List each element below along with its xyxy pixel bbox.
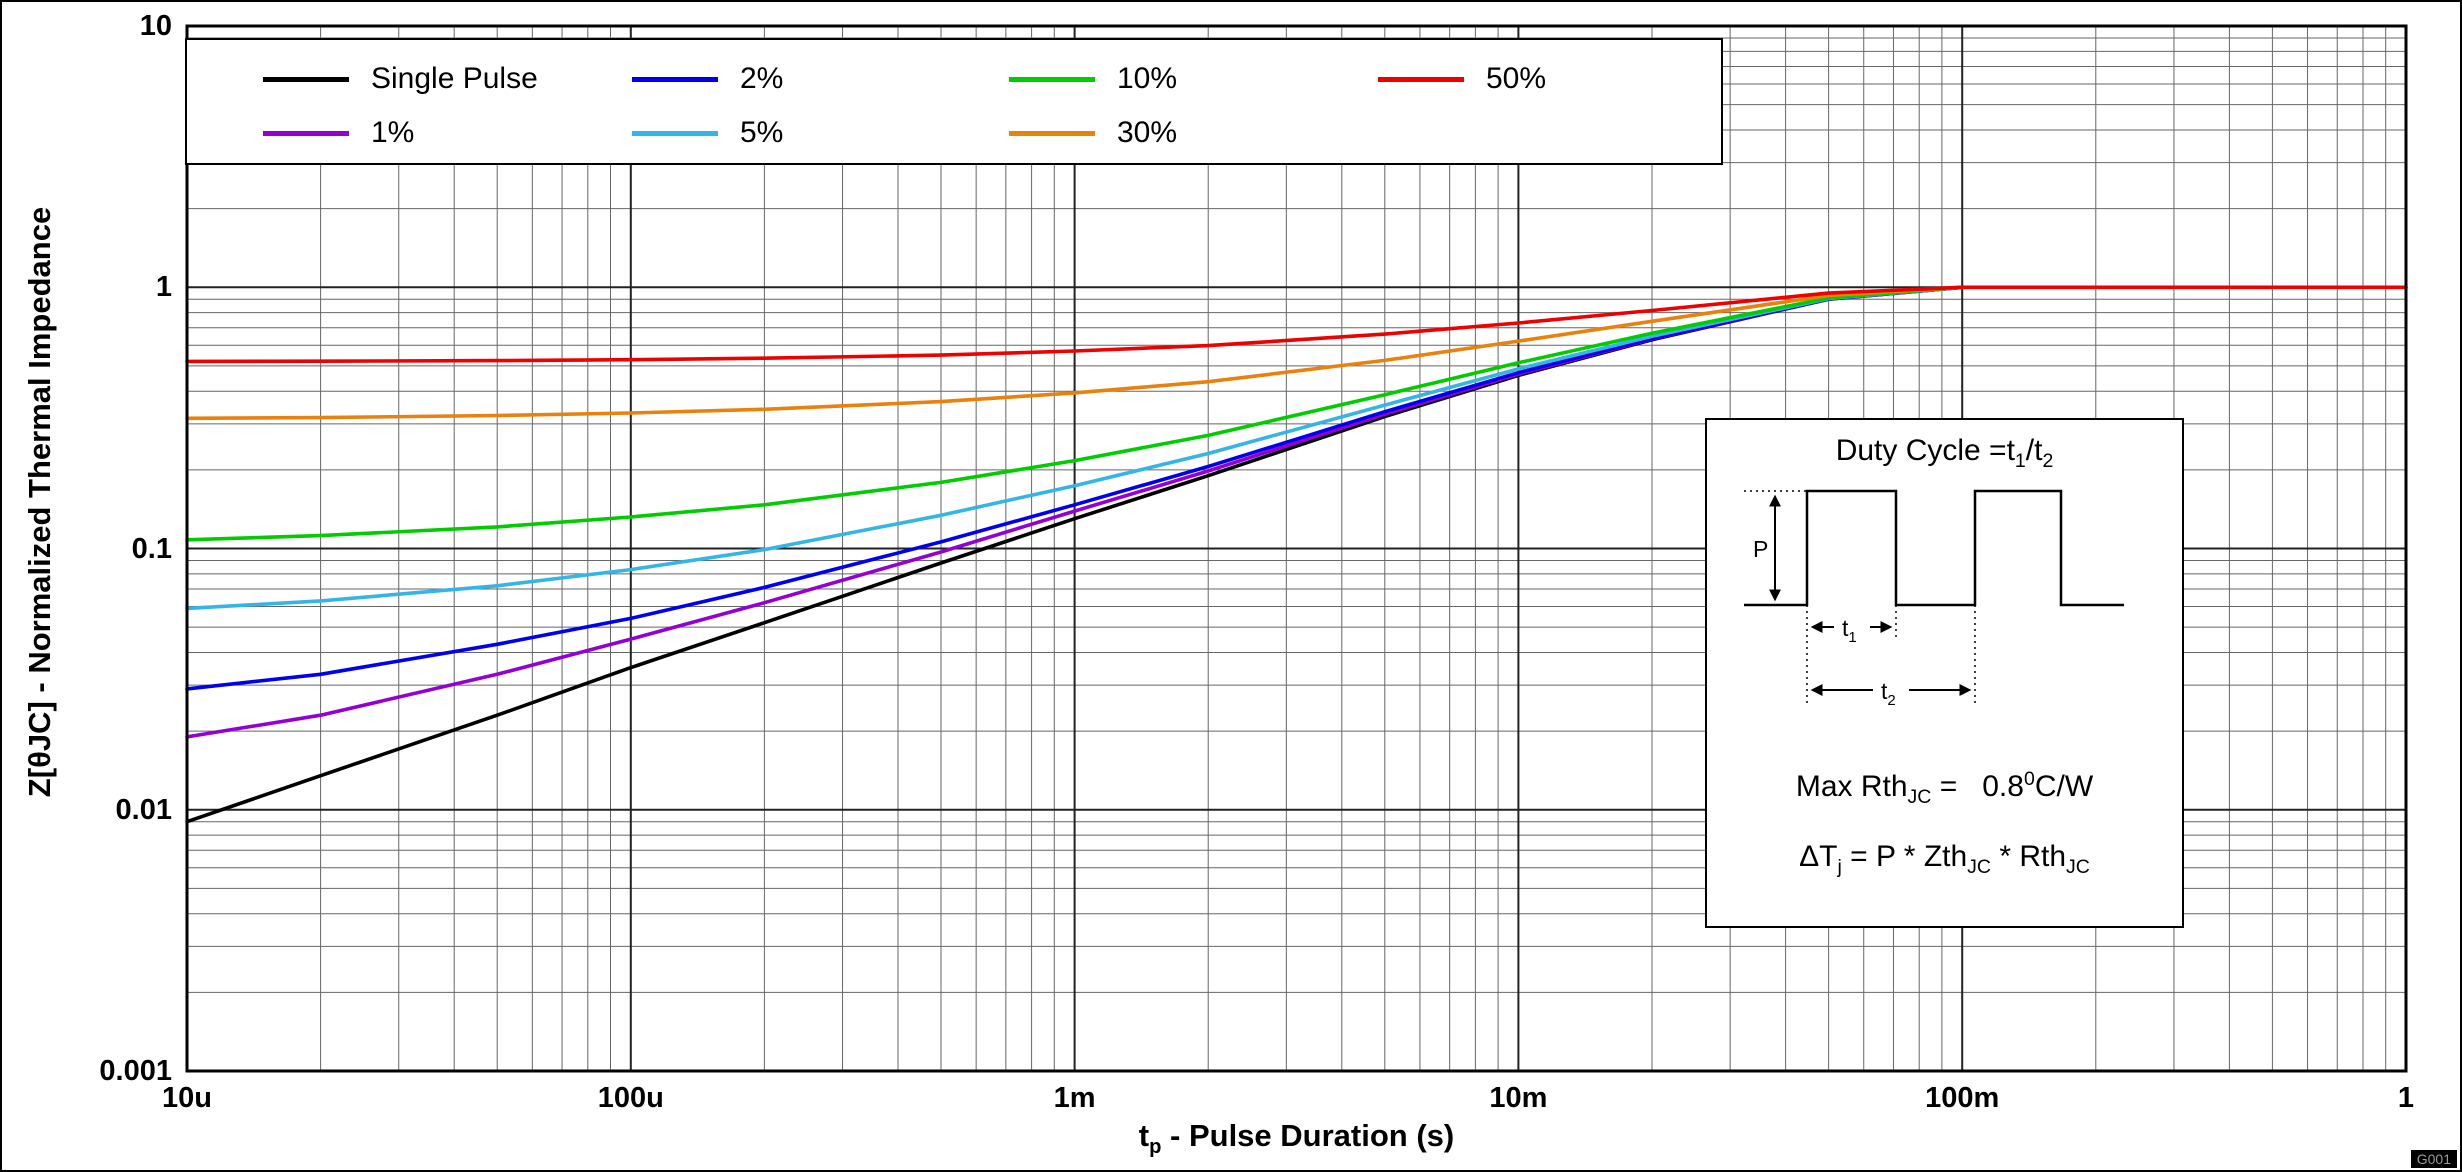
y-tick-label-10: 10 (139, 10, 172, 42)
x-tick-label-10u: 10u (162, 1082, 212, 1114)
legend-label-single-pulse: Single Pulse (371, 62, 538, 95)
pulse-waveform-diagram: P t1 t2 (1744, 489, 2124, 709)
legend-swatch-30pct (1009, 130, 1095, 136)
legend-label-2pct: 2% (740, 62, 784, 95)
power-label: P (1753, 536, 1768, 562)
y-tick-label-1: 1 (155, 271, 172, 304)
t2-label-sub: 2 (1887, 692, 1895, 709)
x-tick-label-1: 1 (2397, 1082, 2415, 1114)
max-rth-sup: 0 (2023, 768, 2035, 790)
legend-swatch-10pct (1009, 76, 1095, 82)
series-line-30- (185, 285, 1964, 421)
formula-part3: * Rth (1991, 840, 2067, 873)
legend-swatch-2pct (632, 76, 718, 82)
legend-label-5pct: 5% (740, 116, 784, 149)
t1-label-backplate (1834, 613, 1870, 640)
max-rth-sub1: JC (1907, 786, 1932, 808)
plot-border (185, 24, 2408, 1073)
t2-label: t2 (1881, 678, 1896, 709)
series-lines (185, 285, 2408, 824)
legend-swatch-5pct (632, 130, 718, 136)
legend-swatch-1pct (263, 130, 349, 136)
t2-label-backplate (1873, 676, 1909, 703)
x-axis-label-subscript: p (1149, 1136, 1162, 1159)
x-tick-label-1m: 1m (1053, 1082, 1096, 1114)
inset-title-part1: Duty Cycle =t (1835, 434, 2015, 467)
x-axis-label: tp - Pulse Duration (s) (187, 1118, 2406, 1159)
series-line-10- (185, 285, 1964, 542)
inset-title-sub1: 1 (2014, 450, 2026, 472)
formula-part2: = P * Zth (1841, 840, 1968, 873)
series-line-5- (185, 285, 1964, 611)
t1-label-base: t (1842, 615, 1849, 641)
legend: Single Pulse 2% 10% 50% 1% 5% 30% (185, 38, 1723, 165)
legend-item-30pct: 30% (1009, 115, 1177, 151)
delta-tj-formula: ΔTj = P * ZthJC * RthJC (1707, 840, 2182, 879)
y-tick-label-0.1: 0.1 (131, 532, 172, 565)
max-rth-part2: = 0.8 (1931, 770, 2024, 803)
legend-swatch-single-pulse (263, 76, 349, 82)
pulse-train-trace (1744, 489, 2124, 607)
formula-part1: ΔT (1799, 840, 1838, 873)
max-rth-text: Max RthJC = 0.80C/W (1707, 768, 2182, 809)
y-tick-label-0.001: 0.001 (99, 1055, 172, 1087)
figure-code: G001 (2410, 1150, 2457, 1168)
legend-item-single-pulse: Single Pulse (263, 61, 538, 97)
formula-sub1: j (1837, 856, 1842, 878)
legend-label-10pct: 10% (1117, 62, 1178, 95)
x-tick-label-100u: 100u (597, 1082, 664, 1114)
y-tick-label-0.01: 0.01 (115, 793, 172, 826)
inset-title: Duty Cycle =t1/t2 (1707, 434, 2182, 473)
legend-label-50pct: 50% (1486, 62, 1547, 95)
x-axis-label-base: t (1138, 1118, 1150, 1153)
x-tick-label-10m: 10m (1489, 1082, 1548, 1114)
legend-item-50pct: 50% (1378, 61, 1546, 97)
legend-item-2pct: 2% (632, 61, 783, 97)
legend-item-10pct: 10% (1009, 61, 1177, 97)
formula-sub2: JC (1967, 856, 1992, 878)
x-tick-label-100m: 100m (1925, 1082, 2000, 1114)
max-rth-part1: Max Rth (1795, 770, 1908, 803)
max-rth-part3: C/W (2034, 770, 2094, 803)
inset-title-part2: /t (2025, 434, 2043, 467)
series-line-50- (185, 285, 2408, 364)
inset-title-sub2: 2 (2042, 450, 2054, 472)
formula-sub3: JC (2066, 856, 2090, 878)
t1-label: t1 (1842, 615, 1857, 646)
t2-label-base: t (1881, 678, 1888, 704)
legend-swatch-50pct (1378, 76, 1464, 82)
legend-item-1pct: 1% (263, 115, 414, 151)
legend-label-1pct: 1% (371, 116, 415, 149)
legend-label-30pct: 30% (1117, 116, 1178, 149)
x-axis-label-rest: - Pulse Duration (s) (1161, 1118, 1455, 1153)
duty-cycle-inset: Duty Cycle =t1/t2 P t1 t2 Max RthJC = 0.… (1705, 418, 2184, 928)
legend-item-5pct: 5% (632, 115, 783, 151)
series-line-2- (185, 285, 1964, 691)
t1-label-sub: 1 (1848, 629, 1856, 646)
